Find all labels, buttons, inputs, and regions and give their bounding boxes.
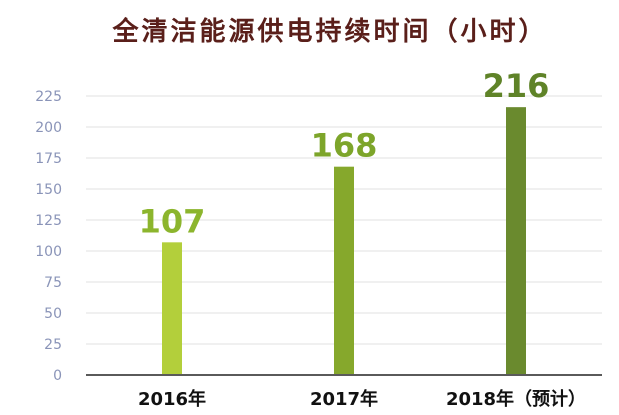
bar-value-label: 168 [311, 127, 378, 165]
y-tick-label: 200 [35, 120, 62, 136]
x-category-label: 2017年 [310, 388, 378, 410]
bar-value-label: 216 [483, 67, 550, 105]
y-tick-label: 225 [35, 89, 62, 105]
y-tick-label: 175 [35, 151, 62, 167]
y-tick-label: 25 [44, 337, 62, 353]
x-category-label: 2018年（预计） [446, 388, 586, 410]
y-axis-ticks: 0 25 50 75 100 125 150 175 200 225 [35, 89, 62, 384]
bar-value-label: 107 [139, 202, 206, 240]
y-tick-label: 125 [35, 213, 62, 229]
x-axis-categories: 2016年 2017年 2018年（预计） [138, 388, 586, 410]
y-tick-label: 0 [53, 368, 62, 384]
bar [162, 242, 182, 375]
bar [334, 166, 354, 375]
y-tick-label: 75 [44, 275, 62, 291]
bars [162, 107, 526, 375]
chart-title: 全清洁能源供电持续时间（小时） [111, 16, 547, 47]
y-tick-label: 150 [35, 182, 62, 198]
y-tick-label: 50 [44, 306, 62, 322]
data-labels: 107 168 216 [139, 67, 550, 240]
y-tick-label: 100 [35, 244, 62, 260]
x-category-label: 2016年 [138, 388, 206, 410]
bar [506, 107, 526, 375]
